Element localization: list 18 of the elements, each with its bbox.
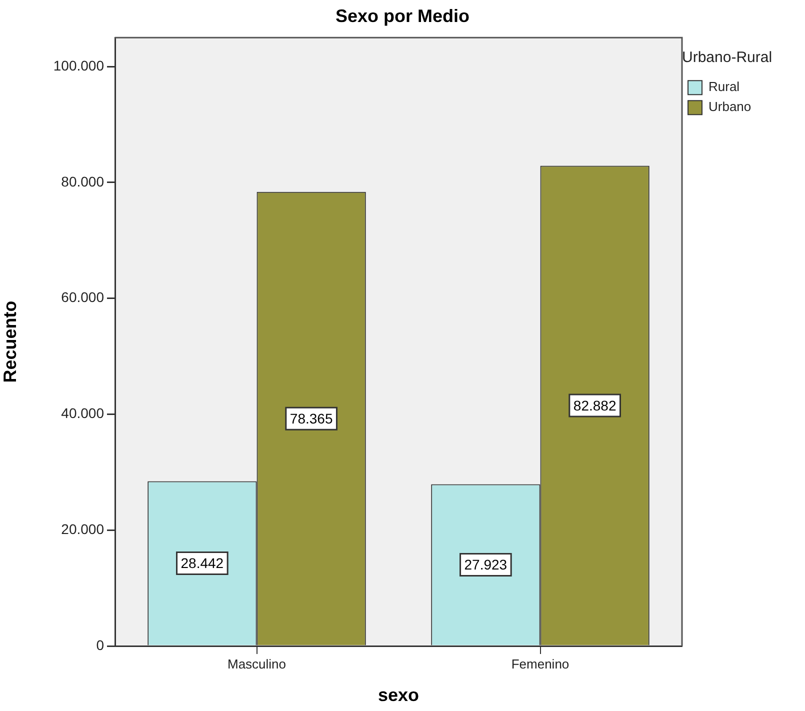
legend-label: Urbano <box>708 99 752 114</box>
y-axis-title: Recuento <box>0 300 20 383</box>
data-label: 27.923 <box>464 556 508 573</box>
data-label: 28.442 <box>180 555 224 572</box>
y-tick-label: 100.000 <box>53 57 104 74</box>
data-label: 82.882 <box>573 397 616 414</box>
y-tick-label: 40.000 <box>61 405 104 422</box>
y-tick-label: 80.000 <box>61 173 104 190</box>
data-label: 78.365 <box>290 410 333 426</box>
y-tick-label: 60.000 <box>61 289 104 306</box>
x-tick-label: Masculino <box>227 656 286 672</box>
x-axis-title: sexo <box>378 685 420 706</box>
legend-label: Rural <box>708 79 740 94</box>
y-tick-label: 0 <box>96 636 104 653</box>
legend-title: Urbano-Rural <box>682 49 772 66</box>
chart-title: Sexo por Medio <box>335 6 470 26</box>
x-tick-label: Femenino <box>511 656 570 672</box>
y-tick-label: 20.000 <box>61 520 104 537</box>
